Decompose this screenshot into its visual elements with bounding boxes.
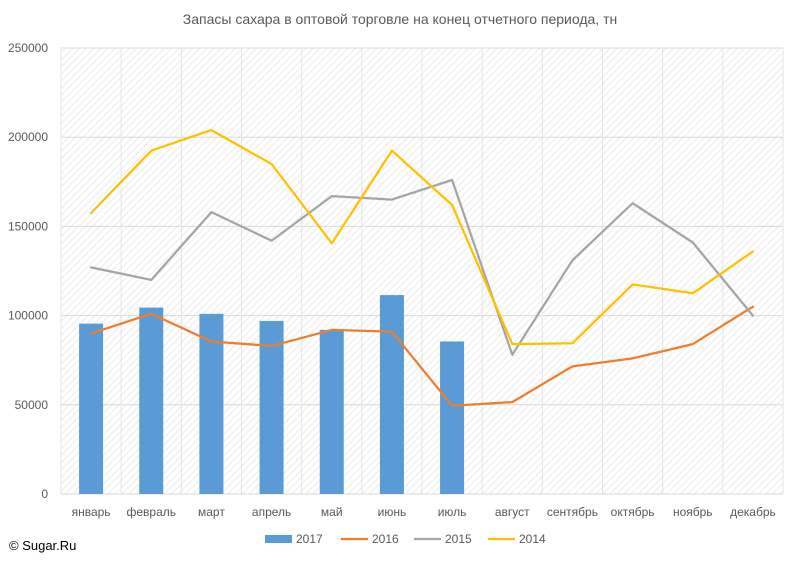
x-tick-label: март [198,505,225,519]
x-tick-label: июнь [378,505,407,519]
bar-series [79,295,465,494]
copyright-credit: © Sugar.Ru [9,538,77,553]
y-tick-label: 250000 [8,41,48,55]
x-tick-label: февраль [126,505,176,519]
x-tick-label: сентябрь [547,505,598,519]
line-series [89,128,755,407]
line-series-2016 [89,305,755,407]
legend-swatch-2017 [265,535,292,543]
x-tick-label: май [321,505,343,519]
bar-2017-февраль [139,307,164,494]
y-tick-label: 200000 [8,130,48,144]
x-tick-label: октябрь [611,505,655,519]
legend-label-2017: 2017 [296,532,323,546]
y-tick-label: 0 [41,487,48,501]
y-tick-label: 150000 [8,219,48,233]
x-tick-label: апрель [252,505,291,519]
x-axis: январь февраль март апрель май июнь июль август… [72,505,776,519]
x-tick-label: июль [438,505,467,519]
y-tick-label: 50000 [15,398,49,412]
legend-label-2014: 2014 [519,532,546,546]
bar-2017-январь [79,323,104,494]
bar-2017-июль [440,341,465,494]
x-tick-label: декабрь [730,505,776,519]
x-tick-label: август [495,505,530,519]
bar-2017-март [199,313,224,494]
legend-label-2015: 2015 [445,532,472,546]
legend: 2017 2016 2015 2014 [265,532,546,546]
line-series-2014 [89,128,755,346]
y-tick-label: 100000 [8,309,48,323]
chart-title: Запасы сахара в оптовой торговле на коне… [182,11,618,27]
grid [60,47,784,495]
legend-label-2016: 2016 [372,532,399,546]
x-tick-label: январь [72,505,111,519]
y-axis: 0 50000 100000 150000 200000 250000 [8,41,48,501]
bar-2017-апрель [259,320,284,494]
x-tick-label: ноябрь [673,505,713,519]
bar-2017-май [319,329,344,494]
line-series-2015 [89,178,755,356]
bar-2017-июнь [379,295,404,494]
